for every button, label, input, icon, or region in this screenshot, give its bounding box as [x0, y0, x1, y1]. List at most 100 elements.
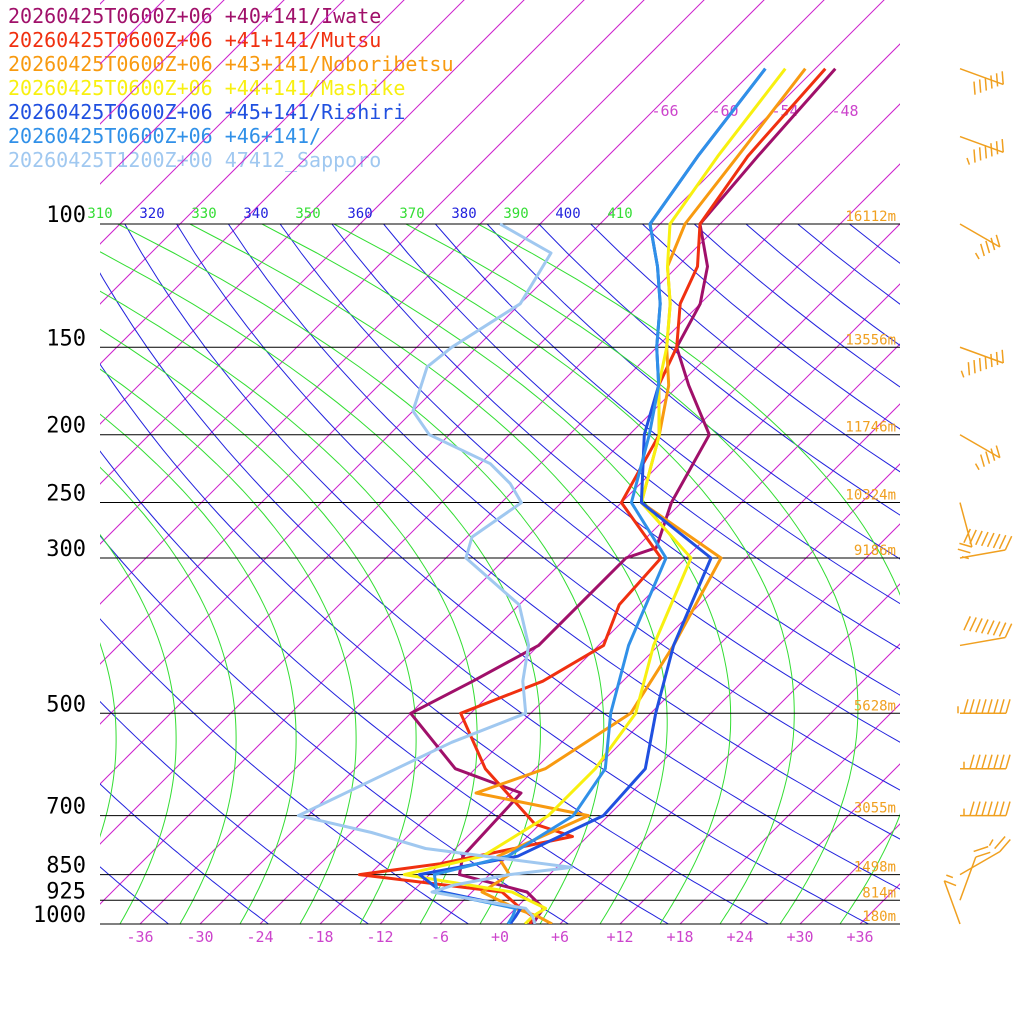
theta-label: 330 — [191, 206, 216, 222]
theta-e-line — [404, 224, 859, 924]
wind-barb-feather — [987, 699, 993, 714]
height-label: 10324m — [845, 488, 896, 504]
isotherm-line — [100, 0, 525, 425]
wind-barb-feather — [957, 548, 971, 554]
wind-barb-feather — [969, 754, 975, 769]
pressure-label: 300 — [46, 537, 86, 562]
height-label: 1498m — [854, 860, 896, 876]
wind-barb-feather — [992, 533, 1001, 549]
temperature-tick-label: -6 — [431, 928, 449, 946]
isotherm-line — [100, 0, 165, 65]
theta-e-line — [100, 290, 478, 924]
theta-e-lines — [100, 224, 900, 924]
height-label: 180m — [862, 909, 896, 925]
temperature-tick-label: +12 — [606, 928, 633, 946]
upper-isotherm-label: -66 — [651, 102, 678, 120]
wind-barb-feather — [995, 445, 1001, 458]
isotherm-line — [799, 823, 900, 924]
wind-barb — [960, 801, 1011, 817]
pressure-label: 850 — [46, 854, 86, 879]
theta-label: 310 — [87, 206, 112, 222]
height-label: 814m — [862, 885, 896, 901]
wind-barb — [959, 835, 1011, 876]
wind-barb-feather — [994, 835, 1006, 850]
isotherm-line — [100, 103, 900, 905]
isotherm-line — [199, 223, 900, 924]
wind-barb-feather — [943, 880, 957, 887]
theta-line — [848, 224, 900, 264]
wind-barb-staff — [943, 880, 961, 925]
wind-barb-feather — [987, 801, 993, 816]
temperature-tick-labels: -36 -30 -24 -18 -12 -6 +0 +6 +12 +18 +24 +30 +36 — [126, 928, 873, 946]
pressure-label: 250 — [46, 482, 86, 507]
theta-e-line — [100, 368, 357, 924]
pressure-label: 200 — [46, 414, 86, 439]
wind-barb-feather — [969, 529, 977, 545]
isotherm-line — [100, 0, 765, 665]
height-label: 9186m — [854, 543, 896, 559]
height-label: 5628m — [854, 698, 896, 714]
wind-barb-feather — [995, 351, 999, 366]
wind-barb — [959, 68, 1004, 95]
pressure-label: 925 — [46, 879, 86, 904]
theta-e-line — [260, 224, 732, 924]
theta-line — [861, 192, 1024, 939]
temperature-tick-label: +24 — [726, 928, 753, 946]
wind-barb-feather — [969, 699, 975, 714]
theta-e-line — [332, 224, 795, 924]
wind-barb-feather — [990, 143, 993, 157]
isotherm-line — [100, 0, 585, 485]
wind-barb-half-feather — [974, 252, 980, 260]
wind-barb — [960, 754, 1011, 770]
wind-barb-feather — [975, 618, 983, 633]
wind-barb-feather — [998, 622, 1007, 637]
height-label: 16112m — [845, 209, 896, 225]
wind-barb-staff — [959, 434, 1001, 459]
isotherm-line — [379, 403, 900, 924]
temperature-profile — [357, 67, 827, 924]
upper-isotherm-labels: -66 -60 -54 -48 — [651, 102, 858, 120]
wind-barb-feather — [979, 454, 985, 467]
isotherm-line — [0, 0, 63, 924]
wind-barb-feather — [967, 362, 971, 376]
wind-barb-feather — [959, 542, 973, 548]
theta-label: 370 — [399, 206, 424, 222]
wind-barb-feather — [973, 149, 976, 163]
wind-barb-feather — [975, 699, 981, 714]
wind-barb-feather — [995, 141, 999, 155]
isotherm-line — [100, 0, 885, 785]
isotherm-line — [100, 0, 465, 365]
wind-barb-feather — [1001, 71, 1004, 85]
wind-barb-feather — [999, 838, 1011, 853]
theta-e-line — [100, 328, 417, 924]
isotherm-line — [100, 0, 645, 545]
temperature-tick-label: +6 — [551, 928, 569, 946]
temperature-tick-label: -18 — [306, 928, 333, 946]
isotherm-line — [980, 0, 1024, 924]
wind-barb-feather — [969, 617, 977, 632]
temperature-tick-label: -12 — [366, 928, 393, 946]
temperature-tick-label: -24 — [246, 928, 273, 946]
isotherm-line — [499, 523, 900, 924]
wind-barb-feather — [985, 451, 991, 464]
wind-barb-feather — [993, 801, 999, 816]
wind-barb-staff — [959, 135, 1004, 153]
theta-line — [100, 700, 370, 924]
wind-barb-feather — [1004, 535, 1013, 551]
wind-barb-feather — [999, 754, 1005, 769]
wind-barb — [959, 223, 1001, 260]
theta-labels: 310 320 330 340 350 360 370 380 390 400 410 — [87, 206, 632, 222]
wind-barb-feather — [973, 81, 976, 95]
temperature-tick-label: -36 — [126, 928, 153, 946]
legend-entry: 20260425T1200Z+00 47412_Sapporo — [8, 148, 382, 172]
height-label: 13556m — [845, 332, 896, 348]
wind-barb-half-feather — [974, 463, 980, 471]
legend-entry: 20260425T0600Z+06 +40+141/Iwate — [8, 4, 382, 28]
isotherm-line — [920, 0, 1024, 924]
wind-barb-feather — [993, 754, 999, 769]
theta-e-line — [116, 224, 605, 924]
wind-barb-feather — [995, 73, 999, 87]
wind-barb-feather — [990, 353, 993, 368]
wind-barb — [959, 434, 1001, 471]
legend-entry: 20260425T0600Z+06 +45+141/Rishiri — [8, 100, 406, 124]
